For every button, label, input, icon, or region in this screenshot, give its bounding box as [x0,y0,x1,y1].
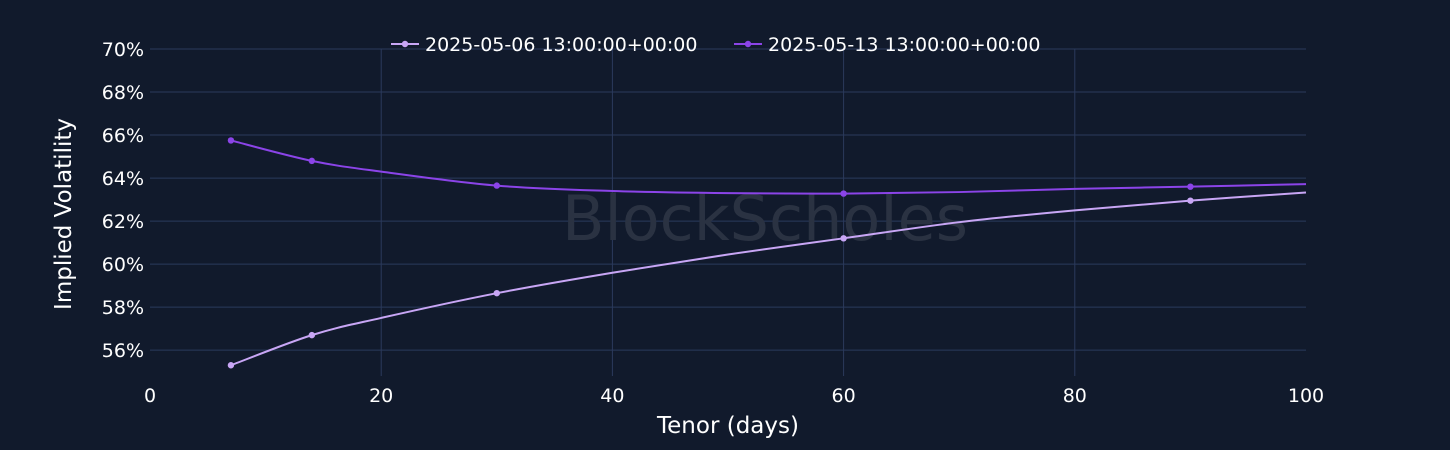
legend-marker-swatch [744,40,752,48]
data-point [227,362,235,369]
x-axis-title: Tenor (days) [656,413,799,439]
data-point [308,157,316,165]
series-1 [227,191,1307,369]
x-tick-label: 80 [1063,385,1087,407]
x-tick-label: 0 [144,385,156,407]
data-point [308,331,316,339]
y-tick-label: 68% [102,82,144,104]
x-axis-ticks: 0 20 40 60 80 100 [144,385,1324,407]
legend-label: 2025-05-13 13:00:00+00:00 [768,34,1040,56]
series-layer [227,137,1307,369]
y-axis-ticks: 56% 58% 60% 62% 64% 66% 68% 70% [102,39,144,362]
legend-label: 2025-05-06 13:00:00+00:00 [425,34,697,56]
data-point [1187,197,1194,204]
x-tick-label: 100 [1288,385,1324,407]
legend[interactable]: 2025-05-06 13:00:00+00:00 2025-05-13 13:0… [391,34,1040,56]
y-axis-title: Implied Volatility [51,118,77,310]
y-tick-label: 62% [102,211,144,233]
x-tick-label: 20 [369,385,393,407]
legend-item-1[interactable]: 2025-05-06 13:00:00+00:00 [391,34,697,56]
y-tick-label: 70% [102,39,144,61]
y-tick-label: 56% [102,340,144,362]
x-tick-label: 40 [600,385,624,407]
y-tick-label: 66% [102,125,144,147]
data-point [227,137,235,144]
y-tick-label: 58% [102,297,144,319]
y-tick-label: 64% [102,168,144,190]
data-point [840,190,847,197]
data-point [840,235,847,242]
y-tick-label: 60% [102,254,144,276]
series-2 [227,137,1307,197]
series-line [230,139,1307,195]
data-point [1187,183,1194,190]
data-point [493,182,500,189]
data-point [493,289,500,297]
x-tick-label: 60 [832,385,856,407]
legend-marker-swatch [401,40,409,48]
series-line [230,191,1307,367]
grid [150,48,1306,376]
legend-item-2[interactable]: 2025-05-13 13:00:00+00:00 [734,34,1040,56]
